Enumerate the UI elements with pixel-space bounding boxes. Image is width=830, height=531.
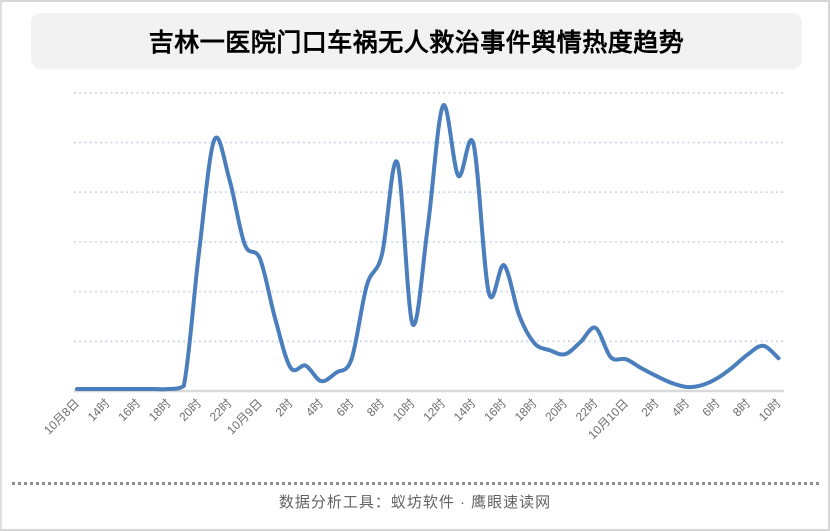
x-axis-label: 12时	[420, 396, 448, 424]
x-axis-label: 8时	[364, 396, 387, 419]
x-axis-label: 18时	[512, 396, 540, 424]
x-axis-label: 10月8日	[41, 396, 82, 437]
x-axis-label: 2时	[273, 396, 296, 419]
x-axis-label: 2时	[639, 396, 662, 419]
trend-line	[75, 103, 781, 392]
x-axis-label: 4时	[303, 396, 326, 419]
x-axis-label: 20时	[176, 396, 204, 424]
x-axis-label: 8时	[730, 396, 753, 419]
x-axis-label: 18时	[146, 396, 174, 424]
x-axis-label: 4时	[669, 396, 692, 419]
x-axis-label: 10时	[390, 396, 418, 424]
x-axis-label: 16时	[115, 396, 143, 424]
footer-credit: 数据分析工具：蚁坊软件 · 鹰眼速读网	[278, 494, 552, 511]
x-axis-label: 10时	[756, 396, 784, 424]
page-title: 吉林一医院门口车祸无人救治事件舆情热度趋势	[148, 29, 685, 57]
x-axis-label: 20时	[542, 396, 570, 424]
x-axis-label: 14时	[85, 396, 113, 424]
title-banner: 吉林一医院门口车祸无人救治事件舆情热度趋势	[31, 13, 802, 69]
dotted-separator	[12, 482, 822, 485]
x-axis-label: 16时	[481, 396, 509, 424]
x-axis-label: 6时	[334, 396, 357, 419]
x-axis-label: 14时	[451, 396, 479, 424]
x-axis-label: 6时	[700, 396, 723, 419]
